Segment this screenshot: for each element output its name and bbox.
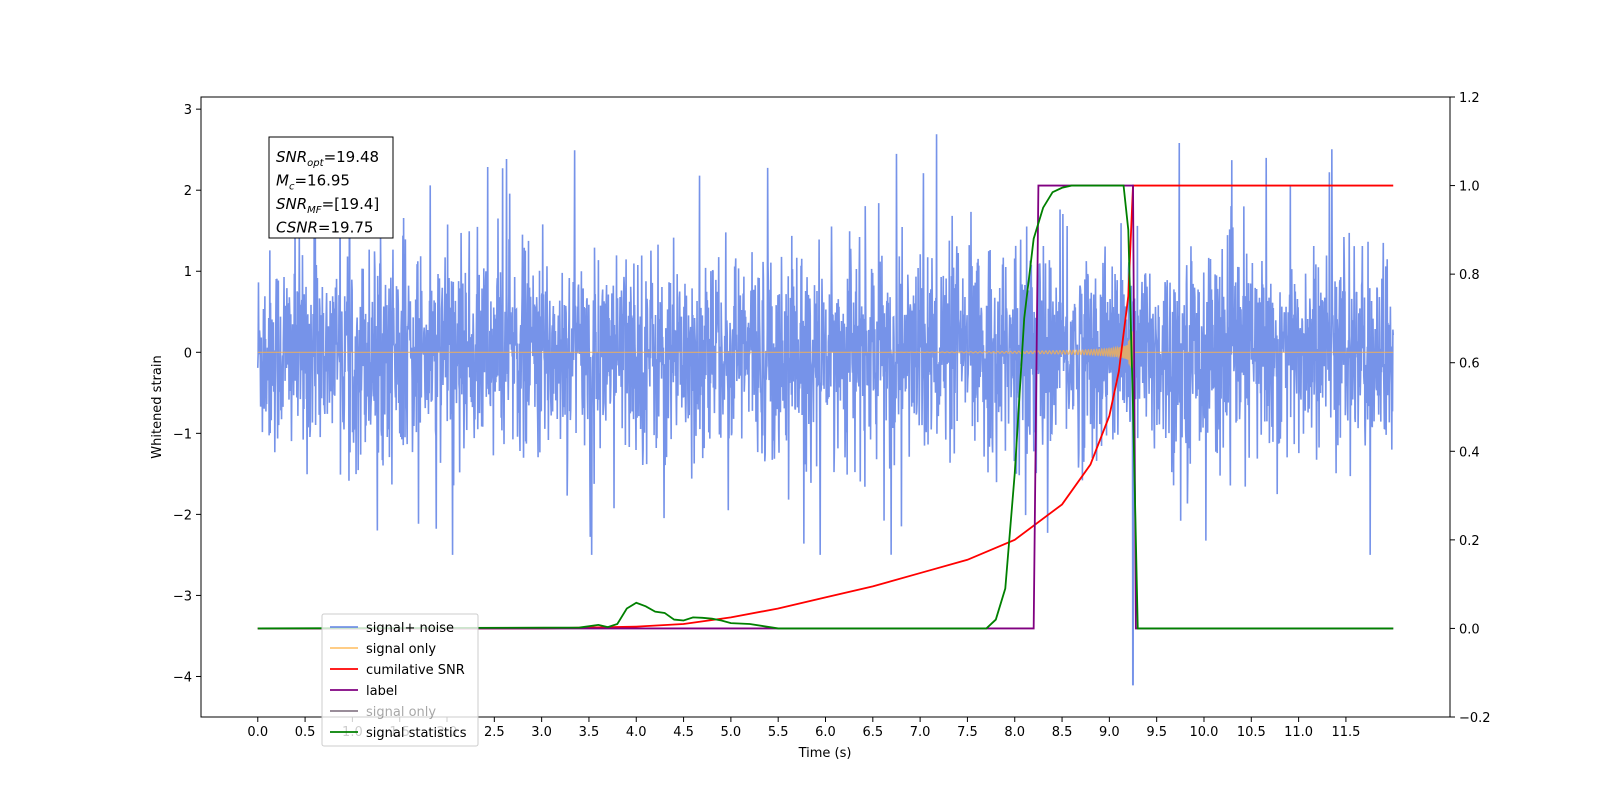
annotation-subscript: MF [307, 205, 322, 216]
annotation-base: SNR [276, 148, 307, 166]
x-tick-label: 5.0 [721, 725, 742, 740]
x-tick-label: 3.0 [531, 725, 552, 740]
x-tick-label: 8.5 [1052, 725, 1073, 740]
annotation-line: SNRopt=19.48 [276, 148, 379, 169]
y-right-tick-label: 0.8 [1459, 268, 1480, 283]
x-tick-label: 9.5 [1146, 725, 1167, 740]
x-axis-label: Time (s) [798, 746, 852, 761]
y-left-tick-label: 0 [184, 346, 192, 361]
x-tick-label: 11.5 [1331, 725, 1360, 740]
y-right-tick-label: 0.0 [1459, 622, 1480, 637]
series-cumilative-snr [257, 184, 1394, 630]
x-tick-label: 10.5 [1237, 725, 1266, 740]
series-signal-statistics [257, 184, 1394, 630]
x-tick-label: 7.5 [957, 725, 978, 740]
annotation-value: =[19.4] [322, 195, 380, 213]
plot-area [256, 134, 1395, 686]
annotation-subscript: opt [307, 158, 324, 169]
legend-entry: cumilative SNR [366, 663, 465, 678]
y-right-axis: 1.2 1.0 0.8 0.6 0.4 0.2 0.0 −0.2 [1450, 91, 1491, 726]
legend-entry: signal+ noise [366, 621, 454, 636]
series-signal-noise [256, 134, 1395, 686]
legend-frame [321, 613, 479, 747]
annotation-frame [268, 136, 394, 239]
y-right-tick-label: 0.6 [1459, 357, 1480, 372]
x-tick-label: 11.0 [1284, 725, 1313, 740]
x-tick-label: 0.5 [295, 725, 316, 740]
annotation-value: =16.95 [294, 172, 350, 190]
y-left-tick-label: −2 [173, 508, 192, 523]
x-tick-label: 7.0 [910, 725, 931, 740]
x-tick-label: 4.0 [626, 725, 647, 740]
x-tick-label: 6.5 [862, 725, 883, 740]
x-tick-label: 0.0 [247, 725, 268, 740]
y-left-axis: 3 2 1 0 −1 −2 −3 −4 [173, 103, 201, 685]
y-left-tick-label: −4 [173, 670, 192, 685]
x-tick-label: 6.0 [815, 725, 836, 740]
y-right-tick-label: 1.0 [1459, 180, 1480, 195]
annotation-subscript: c [289, 182, 295, 193]
y-axis-label: Whitened strain [150, 355, 165, 458]
y-left-tick-label: −3 [173, 589, 192, 604]
y-right-tick-label: 1.2 [1459, 91, 1480, 106]
legend-entry: signal only [366, 705, 436, 720]
x-tick-label: 8.0 [1004, 725, 1025, 740]
annotation-value: =19.48 [324, 148, 380, 166]
x-tick-label: 9.0 [1099, 725, 1120, 740]
y-left-tick-label: −1 [173, 427, 192, 442]
y-left-tick-label: 3 [184, 103, 192, 118]
annotation-base: CSNR [276, 219, 318, 237]
annotation-line: SNRMF=[19.4] [276, 195, 379, 216]
legend: signal+ noise signal only cumilative SNR la… [321, 613, 479, 747]
annotation-line: Mc=16.95 [276, 172, 350, 193]
x-tick-label: 3.5 [579, 725, 600, 740]
x-tick-label: 5.5 [768, 725, 789, 740]
annotation-value: =19.75 [318, 219, 374, 237]
annotation-line: CSNR=19.75 [276, 219, 373, 237]
annotation-base: SNR [276, 195, 307, 213]
y-right-tick-label: −0.2 [1459, 711, 1491, 726]
legend-entry: label [366, 684, 397, 699]
y-left-tick-label: 1 [184, 265, 192, 280]
y-right-tick-label: 0.4 [1459, 445, 1480, 460]
x-tick-label: 10.0 [1190, 725, 1219, 740]
stats-annotation-box: SNRopt=19.48Mc=16.95SNRMF=[19.4]CSNR=19.… [268, 136, 394, 239]
legend-entry: signal only [366, 642, 436, 657]
legend-entry: signal statistics [366, 726, 467, 741]
x-tick-label: 4.5 [673, 725, 694, 740]
series-signal-only [257, 331, 1394, 372]
annotation-base: M [276, 172, 289, 190]
y-left-tick-label: 2 [184, 184, 192, 199]
y-right-tick-label: 0.2 [1459, 534, 1480, 549]
x-tick-label: 2.5 [484, 725, 505, 740]
